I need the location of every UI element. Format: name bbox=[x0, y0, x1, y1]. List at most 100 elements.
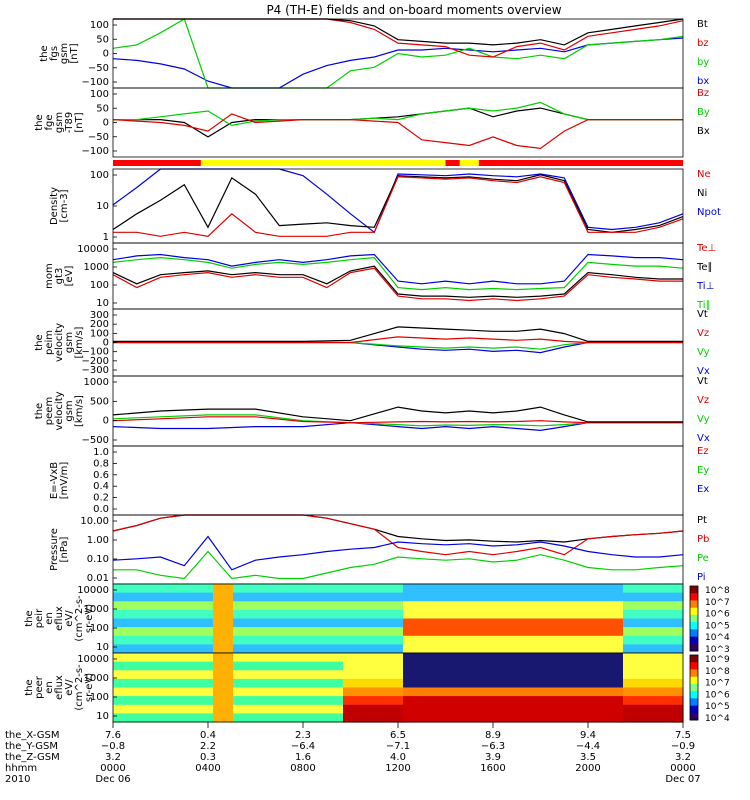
spectrogram-cell bbox=[253, 696, 264, 706]
panel-fgs: Bt bz by bx 100 50 0 −50 −100 the fgs gsm [nT] bbox=[39, 18, 709, 89]
bottom-value-hhmm: 0000 bbox=[670, 763, 695, 774]
spectrogram-cell bbox=[573, 661, 584, 671]
mode-bar-segment bbox=[478, 160, 684, 166]
spectrogram-cell bbox=[593, 635, 604, 645]
spectrogram-cell bbox=[233, 618, 244, 628]
spectrogram-cell bbox=[253, 678, 264, 689]
spectrogram-cell bbox=[493, 609, 504, 620]
spectrogram-cell bbox=[313, 644, 324, 654]
spectrogram-cell bbox=[273, 670, 284, 680]
spectrogram-cell bbox=[293, 601, 304, 611]
legend-entry: Pt bbox=[697, 515, 707, 526]
spectrogram-cell bbox=[483, 618, 494, 628]
y-tick-label: 200 bbox=[90, 319, 109, 330]
spectrogram-cell bbox=[673, 644, 684, 654]
spectrogram-cell bbox=[473, 592, 484, 602]
spectrogram-cell bbox=[623, 618, 634, 628]
legend-entry: Ni bbox=[697, 188, 707, 199]
spectrogram-cell bbox=[483, 644, 494, 654]
spectrogram-cell bbox=[443, 704, 454, 714]
spectrogram-cell bbox=[403, 627, 414, 637]
spectrogram-cell bbox=[253, 661, 264, 671]
spectrogram-cell bbox=[383, 661, 394, 671]
y-axis-label: peir bbox=[34, 608, 45, 628]
spectrogram-cell bbox=[563, 627, 574, 637]
spectrogram-cell bbox=[673, 713, 684, 723]
spectrogram-cell bbox=[333, 713, 344, 723]
spectrogram-cell bbox=[493, 627, 504, 637]
spectrogram-cell bbox=[483, 713, 494, 723]
spectrogram-cell bbox=[243, 653, 254, 663]
spectrogram-cell bbox=[453, 584, 464, 594]
spectrogram-cell bbox=[143, 635, 154, 645]
spectrogram-cell bbox=[643, 678, 654, 689]
spectrogram-cell bbox=[213, 584, 224, 594]
spectrogram-cell bbox=[463, 661, 474, 671]
spectrogram-cell bbox=[363, 704, 374, 714]
spectrogram-cell bbox=[193, 592, 204, 602]
spectrogram-cell bbox=[263, 627, 274, 637]
spectrogram-cell bbox=[303, 644, 314, 654]
spectrogram-cell bbox=[143, 704, 154, 714]
spectrogram-cell bbox=[283, 661, 294, 671]
spectrogram-cell bbox=[433, 592, 444, 602]
bottom-value-x: 7.6 bbox=[105, 730, 121, 741]
spectrogram-cell bbox=[653, 592, 664, 602]
spectrogram-cell bbox=[213, 644, 224, 654]
spectrogram-cell bbox=[513, 609, 524, 620]
spectrogram-cell bbox=[143, 618, 154, 628]
spectrogram-cell bbox=[463, 704, 474, 714]
spectrogram-cell bbox=[123, 609, 134, 620]
spectrogram-cell bbox=[273, 584, 284, 594]
spectrogram-cell bbox=[223, 661, 234, 671]
spectrogram-cell bbox=[393, 687, 404, 697]
spectrogram-cell bbox=[353, 661, 364, 671]
spectrogram-cell bbox=[663, 618, 674, 628]
spectrogram-cell bbox=[133, 601, 144, 611]
spectrogram-cell bbox=[663, 592, 674, 602]
spectrogram-cell bbox=[603, 661, 614, 671]
spectrogram-cell bbox=[183, 592, 194, 602]
spectrogram-cell bbox=[243, 661, 254, 671]
spectrogram-cell bbox=[423, 609, 434, 620]
spectrogram-cell bbox=[453, 661, 464, 671]
spectrogram-cell bbox=[343, 704, 354, 714]
spectrogram-cell bbox=[393, 713, 404, 723]
spectrogram-cell bbox=[193, 670, 204, 680]
spectrogram-cell bbox=[383, 670, 394, 680]
spectrogram-cell bbox=[633, 713, 644, 723]
spectrogram-cell bbox=[443, 601, 454, 611]
spectrogram-cell bbox=[523, 627, 534, 637]
y-tick-label: 500 bbox=[90, 396, 109, 407]
spectrogram-cell bbox=[363, 670, 374, 680]
spectrogram-cell bbox=[543, 670, 554, 680]
spectrogram-cell bbox=[463, 592, 474, 602]
spectrogram-cell bbox=[193, 653, 204, 663]
spectrogram-cell bbox=[483, 584, 494, 594]
spectrogram-cell bbox=[373, 704, 384, 714]
spectrogram-cell bbox=[323, 661, 334, 671]
spectrogram-cell bbox=[173, 653, 184, 663]
y-tick-label: 0.2 bbox=[93, 493, 109, 504]
spectrogram-cell bbox=[173, 678, 184, 689]
spectrogram-cell bbox=[143, 609, 154, 620]
spectrogram-cell bbox=[513, 644, 524, 654]
spectrogram-cell bbox=[243, 635, 254, 645]
legend-entry: Npot bbox=[697, 207, 721, 218]
spectrogram-cell bbox=[673, 618, 684, 628]
spectrogram-cell bbox=[253, 687, 264, 697]
spectrogram-cell bbox=[593, 696, 604, 706]
spectrogram-cell bbox=[593, 601, 604, 611]
spectrogram-cell bbox=[473, 584, 484, 594]
spectrogram-cell bbox=[653, 687, 664, 697]
spectrogram-cell bbox=[643, 627, 654, 637]
spectrogram-cell bbox=[203, 696, 214, 706]
spectrogram-cell bbox=[413, 644, 424, 654]
spectrogram-cell bbox=[503, 601, 514, 611]
series-Vt bbox=[112, 406, 683, 423]
spectrogram-cell bbox=[613, 601, 624, 611]
spectrogram-cell bbox=[433, 601, 444, 611]
spectrogram-cell bbox=[573, 635, 584, 645]
series-Ti⊥ bbox=[112, 253, 684, 285]
spectrogram-cell bbox=[513, 687, 524, 697]
